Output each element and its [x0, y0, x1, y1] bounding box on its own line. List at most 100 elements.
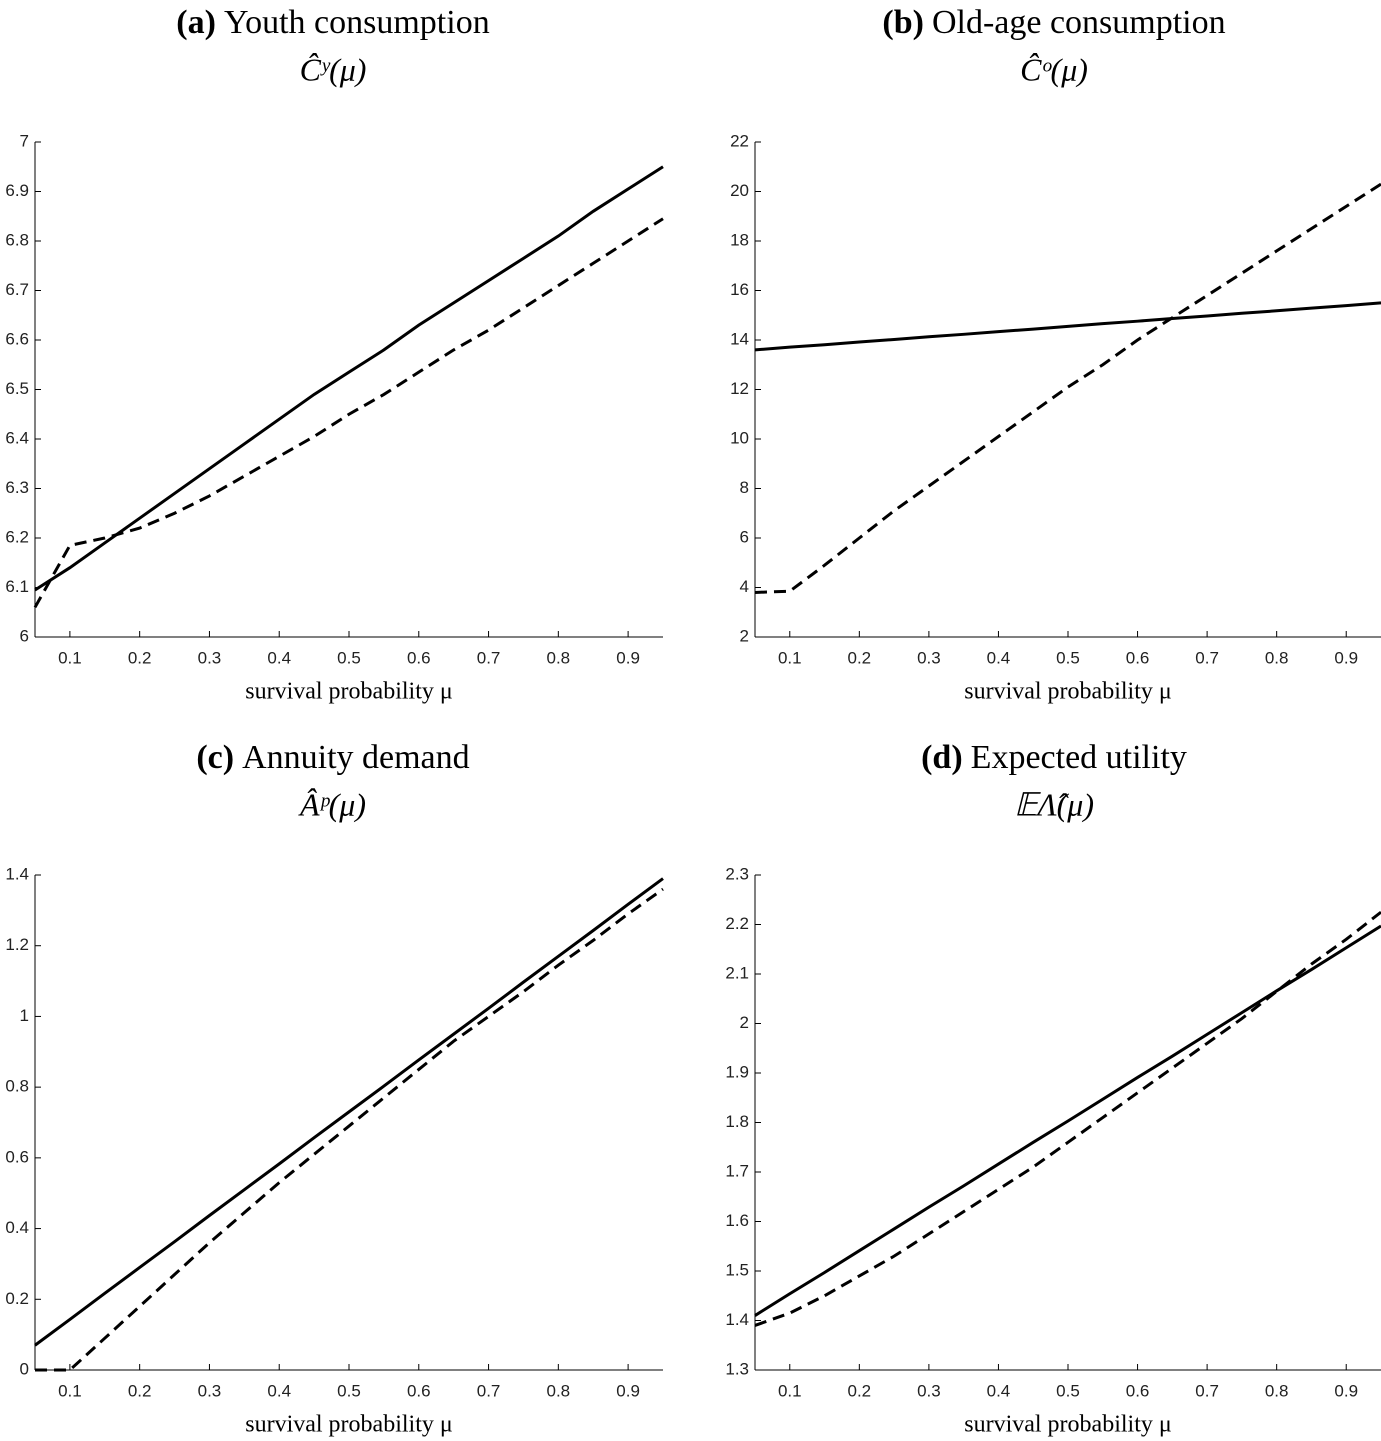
title-label: (d) [921, 739, 963, 776]
x-tick-label: 0.2 [848, 1381, 872, 1400]
y-tick-label: 2 [740, 626, 749, 645]
y-tick-label: 1.9 [725, 1062, 749, 1081]
chart-subtitle: Ĉʸ(μ) [300, 51, 367, 87]
data-line [34, 165, 664, 592]
chart-subtitle: 𝔼Λ̂(μ) [1014, 786, 1094, 822]
y-tick-label: 6.9 [5, 181, 29, 200]
data-line [754, 910, 1381, 1327]
x-tick-label: 0.8 [547, 1381, 571, 1400]
x-tick-label: 0.7 [477, 648, 501, 667]
x-axis-label: survival probability μ [245, 679, 453, 705]
x-tick-label: 0.6 [1126, 648, 1150, 667]
y-tick-label: 6.4 [5, 428, 29, 447]
x-tick-label: 0.8 [1265, 1381, 1289, 1400]
panel: (b) Old-age consumption Ĉᵒ(μ) 2 4 6 8 10 12 14 16 1… [730, 4, 1381, 705]
y-tick-label: 0.2 [5, 1289, 29, 1308]
y-tick-label: 1.4 [5, 864, 29, 883]
x-tick-label: 0.4 [267, 1381, 291, 1400]
title-label: (b) [882, 4, 924, 41]
y-tick-label: 8 [740, 478, 749, 497]
y-tick-label: 10 [730, 428, 749, 447]
y-tick-label: 6.3 [5, 478, 29, 497]
data-line [35, 887, 664, 1372]
x-tick-label: 0.3 [917, 648, 941, 667]
chart-title: (d) Expected utility [921, 739, 1187, 776]
data-line [754, 182, 1381, 594]
x-tick-label: 0.3 [198, 1381, 222, 1400]
x-tick-label: 0.2 [128, 1381, 152, 1400]
x-tick-label: 0.5 [1056, 648, 1080, 667]
y-tick-label: 6.7 [5, 280, 29, 299]
x-tick-label: 0.7 [1195, 648, 1219, 667]
x-tick-label: 0.3 [917, 1381, 941, 1400]
x-axis-label: survival probability μ [964, 1412, 1172, 1438]
chart-title: (c) Annuity demand [196, 739, 469, 776]
y-tick-label: 1.3 [725, 1359, 749, 1378]
y-tick-label: 12 [730, 379, 749, 398]
x-tick-label: 0.9 [1334, 648, 1358, 667]
y-tick-label: 6 [740, 527, 749, 546]
title-text: Expected utility [971, 739, 1187, 776]
y-tick-label: 1.5 [725, 1260, 749, 1279]
y-tick-label: 6 [20, 626, 29, 645]
x-tick-label: 0.1 [58, 648, 82, 667]
y-tick-label: 2.1 [725, 963, 749, 982]
data-line [33, 217, 664, 609]
x-tick-label: 0.5 [337, 648, 361, 667]
x-tick-label: 0.9 [616, 648, 640, 667]
y-tick-label: 2.3 [725, 864, 749, 883]
y-tick-label: 1.2 [5, 935, 29, 954]
y-tick-label: 1.8 [725, 1112, 749, 1131]
y-tick-label: 2.2 [725, 914, 749, 933]
y-tick-label: 18 [730, 230, 749, 249]
x-tick-label: 0.1 [778, 648, 802, 667]
y-tick-label: 0 [20, 1359, 29, 1378]
x-tick-label: 0.1 [58, 1381, 82, 1400]
y-tick-label: 2 [740, 1013, 749, 1032]
y-tick-label: 1.7 [725, 1161, 749, 1180]
x-tick-label: 0.5 [1056, 1381, 1080, 1400]
x-tick-label: 0.2 [848, 648, 872, 667]
y-tick-label: 1.6 [725, 1211, 749, 1230]
title-text: Youth consumption [224, 4, 490, 41]
chart-title: (a) Youth consumption [176, 4, 489, 41]
x-tick-label: 0.5 [337, 1381, 361, 1400]
data-line [754, 301, 1381, 352]
y-tick-label: 6.2 [5, 527, 29, 546]
x-tick-label: 0.4 [987, 1381, 1011, 1400]
x-tick-label: 0.9 [616, 1381, 640, 1400]
chart-subtitle: Âᵖ(μ) [298, 786, 366, 822]
panel: (d) Expected utility 𝔼Λ̂(μ) 1.3 1.4 1.5 1.6 1.7… [725, 739, 1381, 1438]
y-tick-label: 0.8 [5, 1077, 29, 1096]
data-line [34, 877, 664, 1347]
x-tick-label: 0.2 [128, 648, 152, 667]
panel: (c) Annuity demand Âᵖ(μ) 0 0.2 0.4 0.6 0.8 1 1.2 1… [5, 739, 664, 1438]
x-axis-label: survival probability μ [245, 1412, 453, 1438]
x-tick-label: 0.8 [1265, 648, 1289, 667]
y-tick-label: 6.1 [5, 577, 29, 596]
y-tick-label: 16 [730, 280, 749, 299]
x-tick-label: 0.1 [778, 1381, 802, 1400]
y-tick-label: 14 [730, 329, 749, 348]
chart-title: (b) Old-age consumption [882, 4, 1225, 41]
y-tick-label: 0.6 [5, 1147, 29, 1166]
x-axis-label: survival probability μ [964, 679, 1172, 705]
y-tick-label: 4 [740, 577, 749, 596]
x-tick-label: 0.6 [407, 1381, 431, 1400]
y-tick-label: 6.8 [5, 230, 29, 249]
y-tick-label: 1 [20, 1006, 29, 1025]
y-tick-label: 0.4 [5, 1218, 29, 1237]
y-tick-label: 20 [730, 181, 749, 200]
x-tick-label: 0.6 [407, 648, 431, 667]
data-line [754, 924, 1381, 1317]
title-label: (c) [196, 739, 234, 776]
chart-subtitle: Ĉᵒ(μ) [1020, 51, 1088, 87]
x-tick-label: 0.3 [198, 648, 222, 667]
x-tick-label: 0.7 [1195, 1381, 1219, 1400]
y-tick-label: 7 [20, 131, 29, 150]
y-tick-label: 6.5 [5, 379, 29, 398]
x-tick-label: 0.4 [987, 648, 1011, 667]
x-tick-label: 0.4 [267, 648, 291, 667]
y-tick-label: 6.6 [5, 329, 29, 348]
